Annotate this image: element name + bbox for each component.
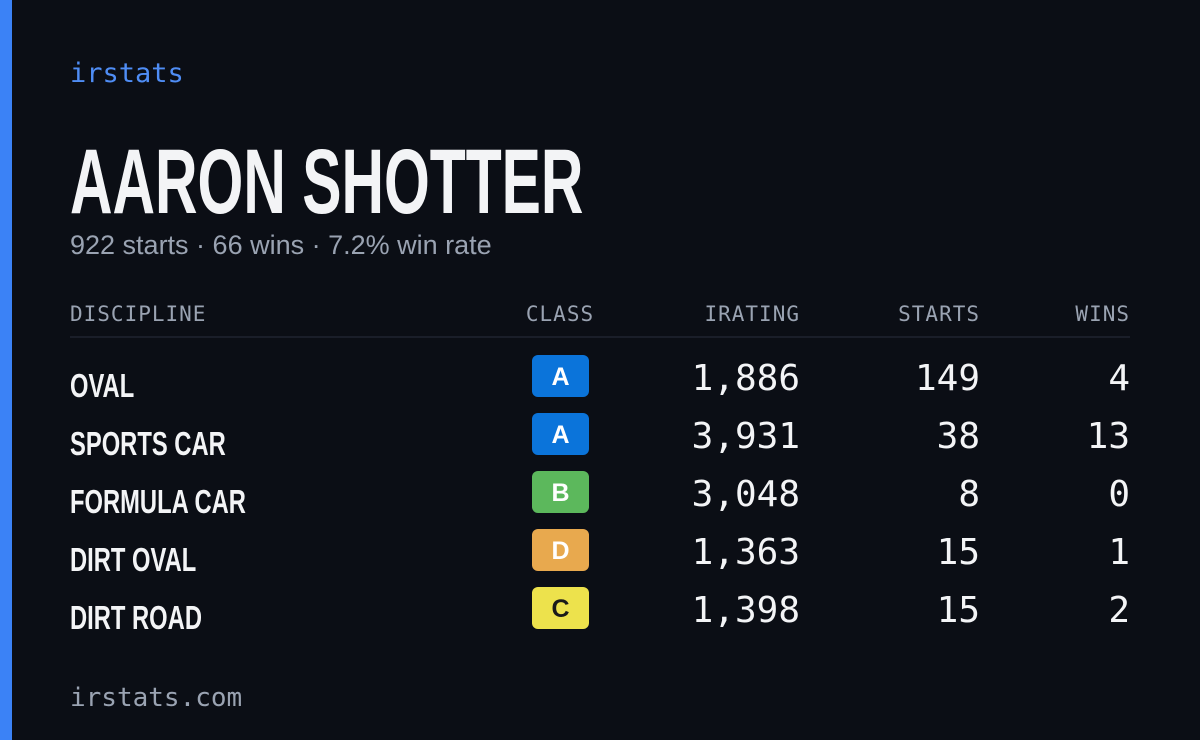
table-row: SPORTS CAR A 3,931 38 13 <box>70 413 1130 463</box>
discipline: DIRT OVAL <box>70 542 196 579</box>
irating: 1,363 <box>692 532 800 573</box>
irating: 1,886 <box>692 358 800 399</box>
class-label: D <box>551 537 569 565</box>
class-label: A <box>551 421 569 449</box>
wins: 1 <box>1108 532 1130 573</box>
class-badge <box>532 529 589 571</box>
discipline-group: DIRT ROAD <box>70 600 202 637</box>
discipline-group: SPORTS CAR <box>70 426 226 463</box>
class-badge <box>532 587 589 629</box>
discipline: FORMULA CAR <box>70 484 246 521</box>
player-summary: 922 starts · 66 wins · 7.2% win rate <box>70 230 492 260</box>
accent-stripe <box>0 0 12 740</box>
starts: 149 <box>915 358 980 399</box>
irating: 3,931 <box>692 416 800 457</box>
class-badge <box>532 355 589 397</box>
wins: 0 <box>1108 474 1130 515</box>
discipline-group: OVAL <box>70 368 134 405</box>
starts: 38 <box>937 416 980 457</box>
discipline: SPORTS CAR <box>70 426 226 463</box>
discipline-group: DIRT OVAL <box>70 542 196 579</box>
column-header: DISCIPLINE <box>70 302 206 326</box>
column-header: WINS <box>1075 302 1130 326</box>
discipline: DIRT ROAD <box>70 600 202 637</box>
player-name-group: AARON SHOTTER <box>70 131 583 233</box>
discipline-group: FORMULA CAR <box>70 484 246 521</box>
table-body: OVAL A 1,886 149 4 SPORTS CAR A 3,931 38 13 FORMUL… <box>70 355 1130 637</box>
class-badge <box>532 413 589 455</box>
table-row: OVAL A 1,886 149 4 <box>70 355 1130 405</box>
wins: 13 <box>1087 416 1130 457</box>
table-row: DIRT OVAL D 1,363 15 1 <box>70 529 1130 579</box>
starts: 15 <box>937 532 980 573</box>
discipline: OVAL <box>70 368 134 405</box>
table-row: FORMULA CAR B 3,048 8 0 <box>70 471 1130 521</box>
irating: 1,398 <box>692 590 800 631</box>
column-header: CLASS <box>526 302 594 326</box>
starts: 8 <box>958 474 980 515</box>
starts: 15 <box>937 590 980 631</box>
player-name: AARON SHOTTER <box>70 131 583 233</box>
class-label: C <box>551 595 569 623</box>
irating: 3,048 <box>692 474 800 515</box>
wins: 2 <box>1108 590 1130 631</box>
wins: 4 <box>1108 358 1130 399</box>
column-header: STARTS <box>898 302 980 326</box>
brand: irstats <box>70 58 184 89</box>
class-badge <box>532 471 589 513</box>
column-header: IRATING <box>704 302 800 326</box>
footer-domain: irstats.com <box>70 683 242 713</box>
table-row: DIRT ROAD C 1,398 15 2 <box>70 587 1130 637</box>
class-label: B <box>551 479 569 507</box>
class-label: A <box>551 363 569 391</box>
